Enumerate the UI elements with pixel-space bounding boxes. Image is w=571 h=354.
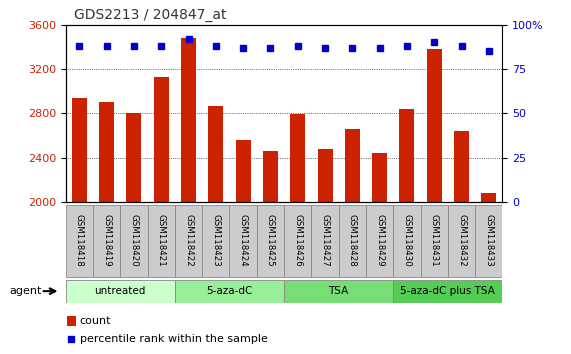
- Bar: [66, 280, 175, 303]
- Bar: [147, 205, 175, 276]
- Bar: [454, 131, 469, 202]
- Bar: [393, 205, 421, 276]
- Bar: [339, 205, 366, 276]
- Text: GSM118426: GSM118426: [293, 214, 302, 267]
- Text: GSM118427: GSM118427: [320, 214, 329, 267]
- Bar: [120, 205, 147, 276]
- Text: GSM118425: GSM118425: [266, 214, 275, 267]
- Bar: [175, 280, 284, 303]
- Text: GSM118422: GSM118422: [184, 214, 193, 267]
- Text: GSM118424: GSM118424: [239, 214, 248, 267]
- Text: GSM118420: GSM118420: [130, 214, 138, 267]
- Bar: [208, 105, 223, 202]
- Bar: [284, 205, 311, 276]
- Bar: [202, 205, 230, 276]
- Text: GDS2213 / 204847_at: GDS2213 / 204847_at: [74, 8, 227, 22]
- Bar: [345, 129, 360, 202]
- Bar: [126, 113, 142, 202]
- Text: GSM118433: GSM118433: [484, 214, 493, 267]
- Bar: [366, 205, 393, 276]
- Bar: [181, 38, 196, 202]
- Text: count: count: [80, 316, 111, 326]
- Bar: [93, 205, 120, 276]
- Bar: [475, 205, 502, 276]
- Text: GSM118430: GSM118430: [403, 214, 412, 267]
- Bar: [400, 109, 415, 202]
- Bar: [284, 280, 393, 303]
- Text: GSM118428: GSM118428: [348, 214, 357, 267]
- Bar: [421, 205, 448, 276]
- Bar: [372, 153, 387, 202]
- Text: GSM118418: GSM118418: [75, 214, 84, 267]
- Text: agent: agent: [10, 286, 42, 296]
- Bar: [427, 49, 442, 202]
- Bar: [393, 280, 502, 303]
- Bar: [448, 205, 475, 276]
- Bar: [175, 205, 202, 276]
- Text: percentile rank within the sample: percentile rank within the sample: [80, 334, 268, 344]
- Bar: [66, 205, 93, 276]
- Bar: [481, 193, 496, 202]
- Text: untreated: untreated: [95, 286, 146, 296]
- Bar: [317, 149, 332, 202]
- Bar: [72, 98, 87, 202]
- Bar: [154, 77, 168, 202]
- Text: GSM118419: GSM118419: [102, 215, 111, 267]
- Text: GSM118429: GSM118429: [375, 215, 384, 267]
- Text: GSM118431: GSM118431: [430, 214, 439, 267]
- Bar: [290, 114, 305, 202]
- Bar: [236, 140, 251, 202]
- Text: TSA: TSA: [328, 286, 349, 296]
- Text: GSM118421: GSM118421: [156, 214, 166, 267]
- Text: GSM118432: GSM118432: [457, 214, 466, 267]
- Bar: [99, 102, 114, 202]
- Text: 5-aza-dC plus TSA: 5-aza-dC plus TSA: [400, 286, 495, 296]
- Bar: [263, 151, 278, 202]
- Bar: [311, 205, 339, 276]
- Text: 5-aza-dC: 5-aza-dC: [206, 286, 252, 296]
- Bar: [257, 205, 284, 276]
- Bar: [230, 205, 257, 276]
- Bar: [67, 316, 75, 326]
- Text: GSM118423: GSM118423: [211, 214, 220, 267]
